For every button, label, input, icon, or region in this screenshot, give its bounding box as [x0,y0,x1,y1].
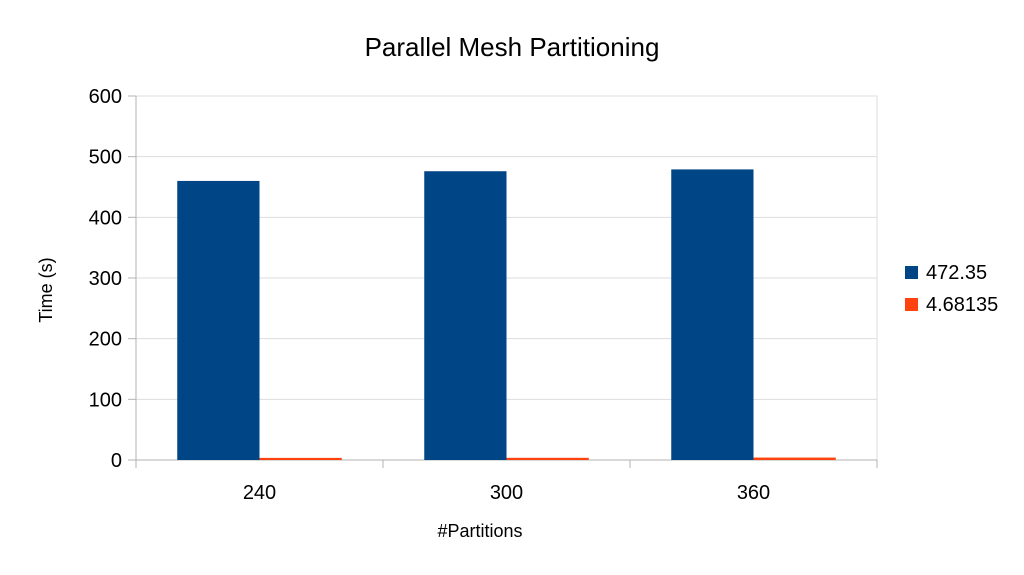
legend-label: 472.35 [926,262,987,284]
legend-swatch [905,266,918,279]
y-tick-label: 300 [89,268,122,290]
bar-4_68135-240 [259,457,342,460]
bar-4_68135-360 [753,457,836,460]
y-axis-title: Time (s) [36,257,56,322]
legend-label: 4.68135 [926,294,998,316]
y-tick-label: 400 [89,207,122,229]
y-tick-label: 500 [89,147,122,169]
bar-472_35-360 [671,169,754,460]
bar-4_68135-300 [506,457,589,460]
x-axis-title: #Partitions [437,521,522,541]
legend-item: 4.68135 [905,294,998,316]
bars [177,169,836,460]
legend-item: 472.35 [905,262,987,284]
y-tick-label: 600 [89,86,122,108]
y-axis-tick-labels: 0 100 200 300 400 500 600 [89,86,122,472]
y-tick-label: 200 [89,329,122,351]
x-tick-label: 300 [490,482,523,504]
chart-title: Parallel Mesh Partitioning [365,32,660,62]
x-tick-label: 240 [243,482,276,504]
bar-472_35-240 [177,180,260,460]
y-tick-label: 0 [111,450,122,472]
x-axis-tick-labels: 240 300 360 [243,482,770,504]
bar-472_35-300 [424,171,507,460]
y-tick-label: 100 [89,389,122,411]
legend-swatch [905,298,918,311]
legend: 472.35 4.68135 [905,262,998,316]
x-tick-label: 360 [737,482,770,504]
